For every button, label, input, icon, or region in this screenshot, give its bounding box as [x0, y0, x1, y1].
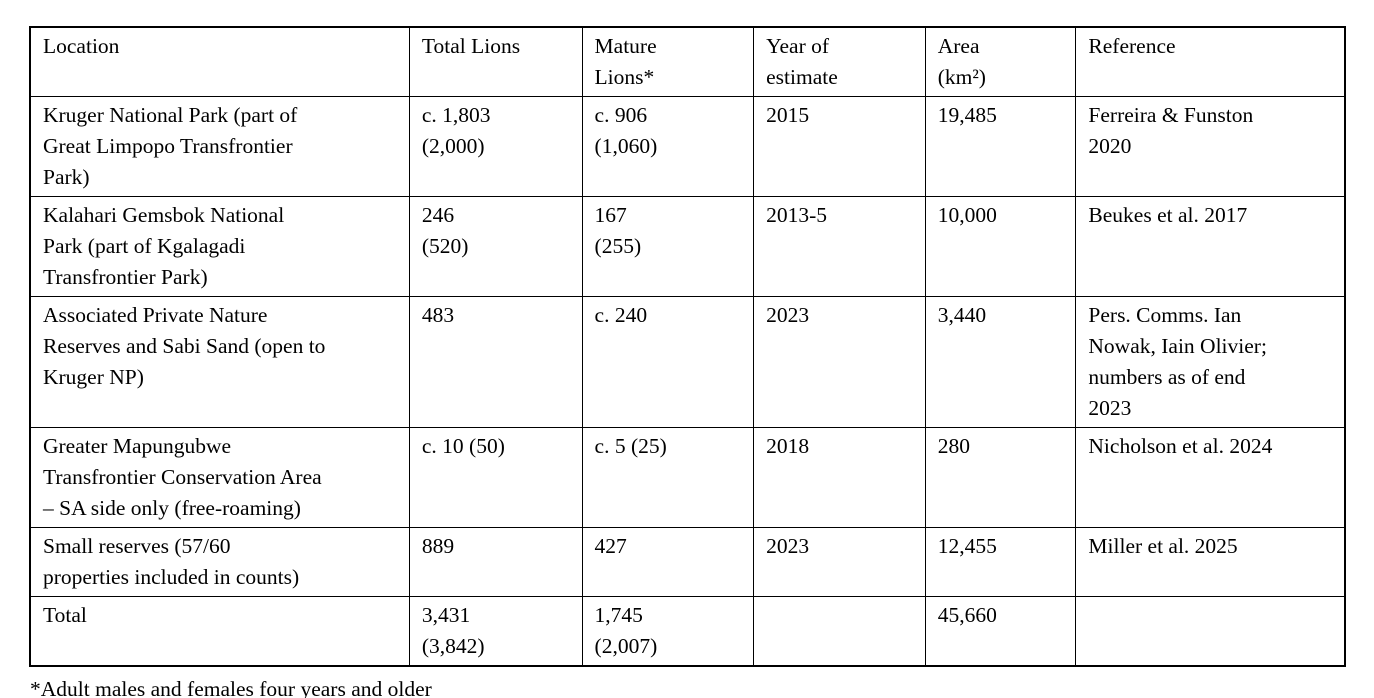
- cell-location: Greater Mapungubwe Transfrontier Conserv…: [29, 427, 410, 528]
- table-header-row: Location Total Lions Mature Lions* Year …: [29, 26, 1346, 97]
- lion-population-table: Location Total Lions Mature Lions* Year …: [29, 26, 1346, 667]
- cell-location: Total: [29, 596, 410, 667]
- cell-reference: Miller et al. 2025: [1075, 527, 1346, 597]
- cell-mature-lions: 1,745 (2,007): [581, 596, 755, 667]
- cell-total-lions: c. 1,803 (2,000): [408, 96, 583, 197]
- cell-reference: Nicholson et al. 2024: [1075, 427, 1346, 528]
- cell-year: 2023: [753, 296, 926, 428]
- cell-year: 2023: [753, 527, 926, 597]
- cell-location: Kalahari Gemsbok National Park (part of …: [29, 196, 410, 297]
- cell-year: 2018: [753, 427, 926, 528]
- header-cell-total-lions: Total Lions: [408, 26, 583, 97]
- table-row-kruger: Kruger National Park (part of Great Limp…: [29, 96, 1346, 197]
- table-row-mapungubwe: Greater Mapungubwe Transfrontier Conserv…: [29, 427, 1346, 528]
- cell-total-lions: 889: [408, 527, 583, 597]
- cell-reference: Ferreira & Funston 2020: [1075, 96, 1346, 197]
- cell-area: 12,455: [924, 527, 1077, 597]
- cell-location: Small reserves (57/60 properties include…: [29, 527, 410, 597]
- cell-mature-lions: c. 5 (25): [581, 427, 755, 528]
- cell-area: 45,660: [924, 596, 1077, 667]
- header-cell-year: Year of estimate: [753, 26, 926, 97]
- table-row-kalahari: Kalahari Gemsbok National Park (part of …: [29, 196, 1346, 297]
- header-cell-area: Area (km²): [924, 26, 1077, 97]
- cell-mature-lions: 167 (255): [581, 196, 755, 297]
- cell-location: Kruger National Park (part of Great Limp…: [29, 96, 410, 197]
- cell-area: 19,485: [924, 96, 1077, 197]
- cell-total-lions: c. 10 (50): [408, 427, 583, 528]
- cell-mature-lions: c. 906 (1,060): [581, 96, 755, 197]
- cell-reference: [1075, 596, 1346, 667]
- cell-reference: Beukes et al. 2017: [1075, 196, 1346, 297]
- header-cell-location: Location: [29, 26, 410, 97]
- cell-area: 10,000: [924, 196, 1077, 297]
- cell-total-lions: 3,431 (3,842): [408, 596, 583, 667]
- cell-total-lions: 483: [408, 296, 583, 428]
- cell-reference: Pers. Comms. Ian Nowak, Iain Olivier; nu…: [1075, 296, 1346, 428]
- cell-area: 3,440: [924, 296, 1077, 428]
- cell-year: [753, 596, 926, 667]
- table-row-apnr-sabi-sand: Associated Private Nature Reserves and S…: [29, 296, 1346, 428]
- cell-mature-lions: c. 240: [581, 296, 755, 428]
- header-cell-mature-lions: Mature Lions*: [581, 26, 755, 97]
- table-row-total: Total 3,431 (3,842) 1,745 (2,007) 45,660: [29, 596, 1346, 667]
- cell-year: 2013-5: [753, 196, 926, 297]
- footnote-mature-lions-definition: *Adult males and females four years and …: [30, 677, 432, 698]
- cell-mature-lions: 427: [581, 527, 755, 597]
- header-cell-reference: Reference: [1075, 26, 1346, 97]
- cell-area: 280: [924, 427, 1077, 528]
- cell-year: 2015: [753, 96, 926, 197]
- cell-location: Associated Private Nature Reserves and S…: [29, 296, 410, 428]
- cell-total-lions: 246 (520): [408, 196, 583, 297]
- table-row-small-reserves: Small reserves (57/60 properties include…: [29, 527, 1346, 597]
